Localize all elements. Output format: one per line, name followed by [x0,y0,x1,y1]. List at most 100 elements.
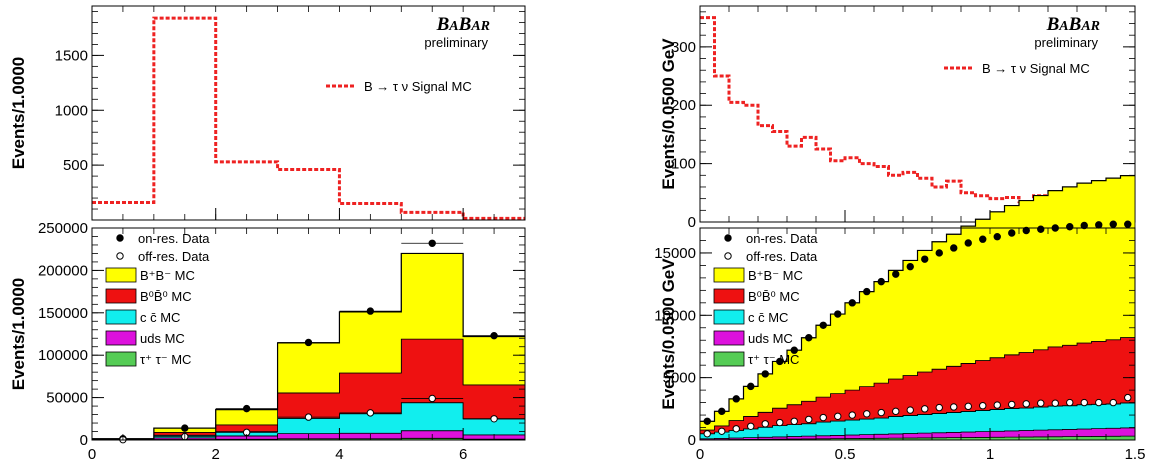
y-tick-label: 200 [671,97,696,114]
legend-marker [116,252,124,260]
legend-data-label: on-res. Data [746,231,818,246]
legend-swatch [105,351,137,367]
off-res-data-point [1095,398,1103,407]
babar-logo: BABAR [436,14,490,35]
y-tick-label: 150000 [38,305,88,322]
plot-frame [699,5,1136,223]
on-res-data-point [819,321,827,329]
y-tick-label: 0 [688,432,696,449]
off-res-data-point [877,408,885,417]
x-tick-label: 0 [88,446,96,463]
on-res-data-point [428,239,436,247]
on-res-data-point [892,270,900,278]
off-res-data-point [819,413,827,422]
off-res-data-point [805,415,813,424]
x-tick-label: 6 [459,446,467,463]
off-res-data-point [790,417,798,425]
x-tick-label: 4 [335,446,343,463]
on-res-data-point [1095,221,1103,229]
y-tick-label: 0 [80,432,88,449]
on-res-data-point [490,331,498,340]
legend-series-label: c c̄ MC [140,310,180,325]
y-tick-label: 1000 [55,102,88,119]
babar-logo: BABAR [1046,14,1100,35]
off-res-data-point [1124,393,1132,402]
y-tick-label: 500 [63,157,88,174]
off-res-data-point [747,422,755,430]
on-res-data-point [747,382,755,391]
x-tick-label: 0.5 [835,446,856,463]
off-res-data-point [1109,398,1117,407]
legend-swatch [105,288,137,304]
legend-series-label: c c̄ MC [748,310,788,325]
legend-signal-label: B → τ ν Signal MC [982,61,1090,76]
preliminary-note: preliminary [1034,35,1098,50]
on-res-data-point [703,417,711,425]
off-res-data-point [892,407,900,416]
off-res-data-point [906,406,914,414]
preliminary-note: preliminary [424,35,488,50]
on-res-data-point [935,249,943,257]
on-res-data-point [366,307,375,315]
panel-left-bottom: 0 50000 100000 150000 200000 250000 0 2 4 6 Events… [9,220,526,463]
on-res-data-point [805,334,813,342]
y-tick-label: 300 [671,39,696,56]
y-tick-label: 10000 [654,307,696,324]
legend-swatch [105,330,137,346]
off-res-data-point [718,427,726,435]
legend-swatch [713,330,745,346]
panel-right-bottom: 0 5000 10000 15000 0 0.5 1 1.5 Events/0.0500 GeV… [654,175,1146,463]
on-res-data-point [732,395,740,403]
off-res-data-point [950,403,958,411]
off-res-data-point [428,394,436,403]
y-tick-label: 15000 [654,245,696,262]
legend-data-label: on-res. Data [138,231,210,246]
stack-total-outline [700,175,1135,422]
legend-series-label: B⁺B⁻ MC [748,268,803,283]
off-res-data-point [834,412,842,421]
x-tick-label: 1.5 [1125,446,1146,463]
y-tick-label: 250000 [38,220,88,237]
legend-swatch [713,288,745,304]
off-res-data-point [1051,399,1059,407]
on-res-data-point [1037,225,1045,233]
off-res-data-point [979,402,987,410]
on-res-data-point [1124,220,1132,228]
off-res-data-point [776,418,784,427]
signal-mc-step-line [700,16,1135,211]
on-res-data-point [1109,220,1117,228]
legend-swatch [105,267,137,283]
off-res-data-point [1080,398,1088,407]
x-tick-label: 0 [696,446,704,463]
on-res-data-point [761,370,769,378]
on-res-data-point [790,346,798,354]
on-res-data-point [906,262,914,271]
legend-data-label: off-res. Data [746,249,818,264]
off-res-data-point [993,401,1001,409]
off-res-data-point [761,420,769,428]
off-res-data-point [1008,400,1016,409]
on-res-data-point [1008,229,1016,237]
off-res-data-point [1022,400,1030,408]
legend-series-label: uds MC [748,331,793,346]
legend-swatch [713,267,745,283]
legend-series-label: B⁺B⁻ MC [140,268,195,283]
legend-series-label: uds MC [140,331,185,346]
y-tick-label: 50000 [46,390,88,407]
y-tick-label: 0 [688,214,696,231]
off-res-data-point [1037,399,1045,407]
on-res-data-point [718,407,726,416]
x-tick-label: 1 [986,446,994,463]
legend-marker [724,252,732,260]
on-res-data-point [877,277,885,286]
on-res-data-point [834,310,842,318]
panel-left-top: 500 1000 1500 Events/1.0000 BABARpreliminary… [9,5,526,221]
on-res-data-point [964,239,972,247]
on-res-data-point [950,244,958,252]
off-res-data-point [366,409,375,417]
off-res-data-point [935,403,943,412]
y-tick-label: 100 [671,156,696,173]
legend-series-label: τ⁺ τ⁻ MC [748,352,799,367]
legend-series-label: B⁰B̄⁰ MC [748,289,800,304]
